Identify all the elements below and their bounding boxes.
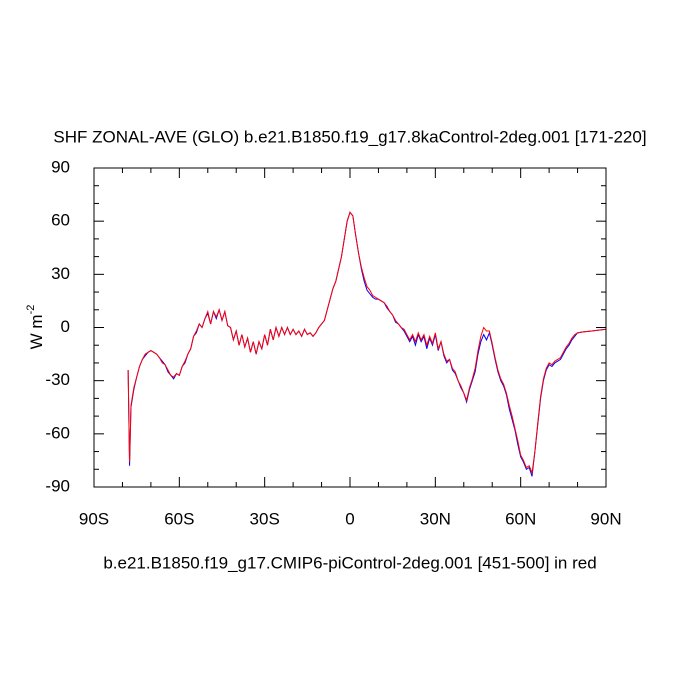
y-label-sup: -2 — [25, 305, 37, 315]
y-tick-label: 30 — [51, 264, 70, 283]
plot-frame — [93, 167, 607, 488]
y-axis-label: W m-2 — [25, 305, 47, 350]
x-tick-label: 90S — [79, 509, 109, 528]
y-tick-label: -30 — [45, 370, 70, 389]
y-tick-label: -90 — [45, 476, 70, 495]
x-tick-label: 30S — [250, 509, 280, 528]
annotation: b.e21.B1850.f19_g17.CMIP6-piControl-2deg… — [103, 553, 596, 572]
chart-title: SHF ZONAL-AVE (GLO) b.e21.B1850.f19_g17.… — [53, 127, 646, 146]
x-tick-label: 90N — [590, 509, 621, 528]
x-tick-label: 60N — [505, 509, 536, 528]
y-tick-label: 0 — [61, 317, 70, 336]
y-tick-label: -60 — [45, 423, 70, 442]
y-tick-label: 90 — [51, 157, 70, 176]
x-tick-label: 0 — [345, 509, 354, 528]
x-tick-label: 30N — [420, 509, 451, 528]
series-line — [127, 211, 607, 475]
y-tick-label: 60 — [51, 211, 70, 230]
y-label-text: W m — [27, 314, 46, 349]
x-tick-label: 60S — [164, 509, 194, 528]
